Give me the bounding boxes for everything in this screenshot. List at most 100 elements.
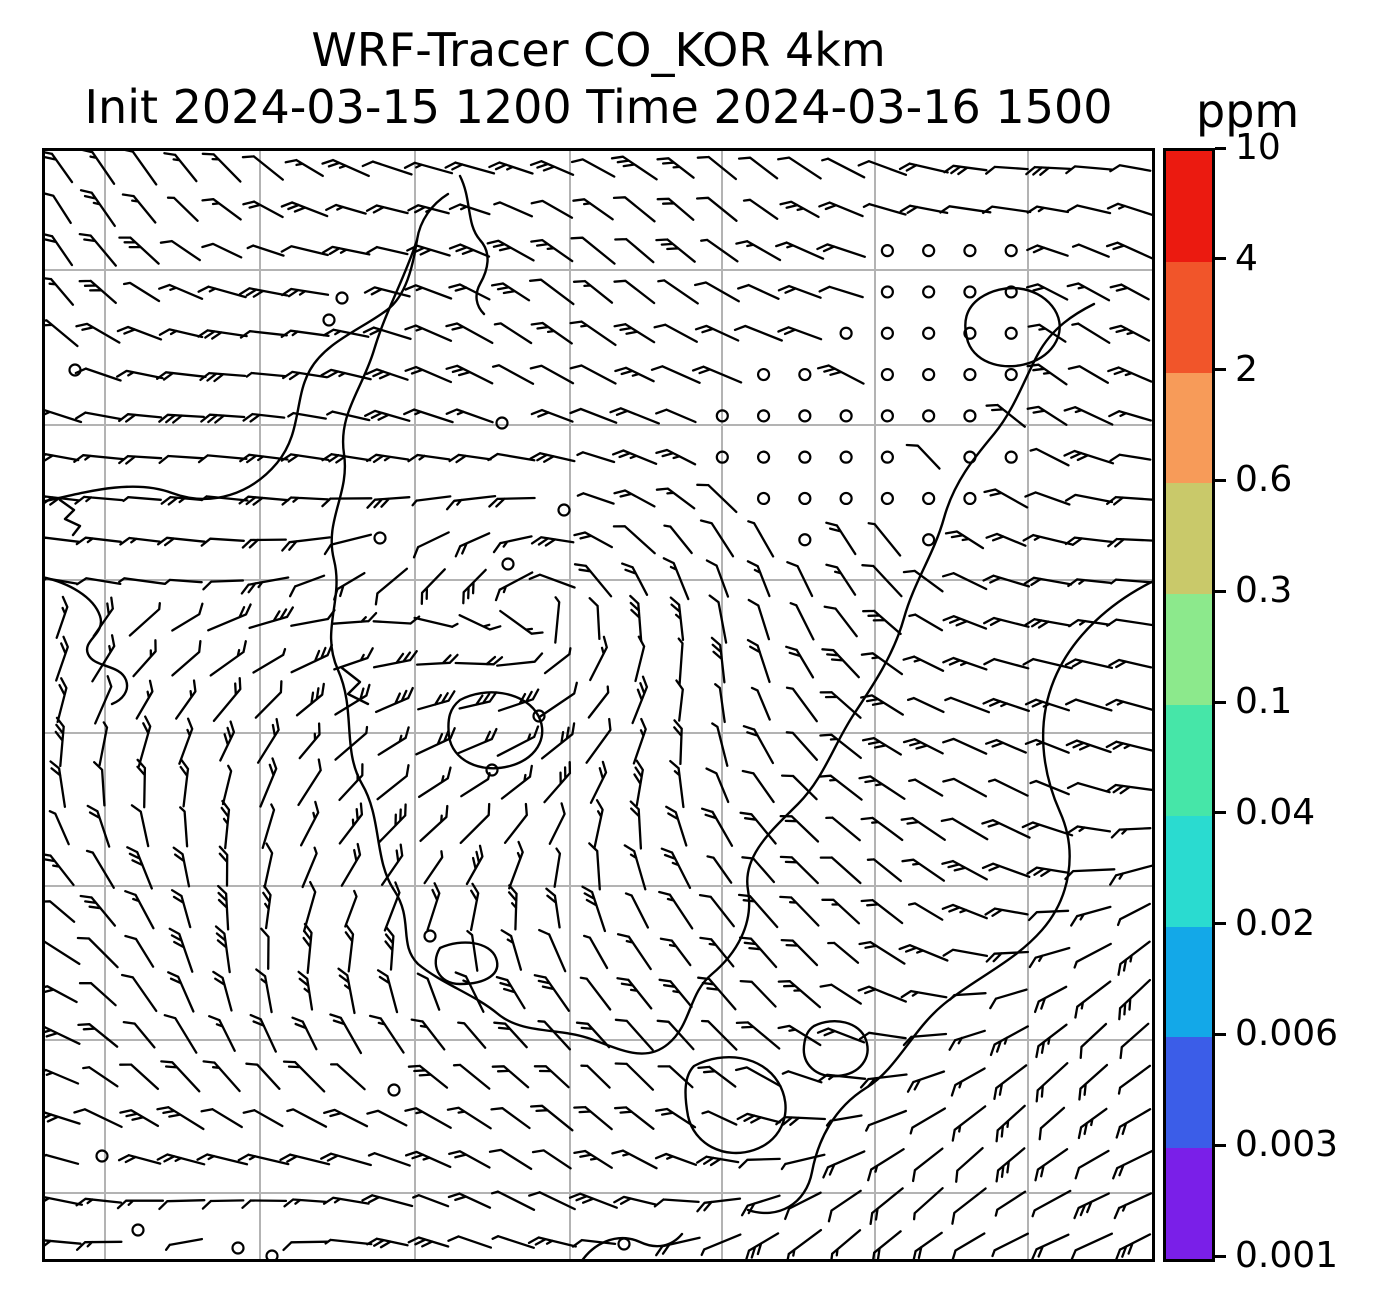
wind-barb bbox=[943, 164, 988, 176]
wind-barb bbox=[333, 571, 366, 601]
wind-barb bbox=[634, 635, 646, 683]
wind-barb bbox=[1022, 533, 1073, 546]
calm-wind-circle bbox=[839, 491, 853, 506]
wind-barb bbox=[860, 816, 904, 842]
colorbar-tick-label: 2 bbox=[1235, 348, 1258, 390]
wind-barb bbox=[459, 802, 491, 845]
wind-barb bbox=[741, 856, 776, 884]
wind-barb bbox=[42, 940, 81, 966]
wind-barb bbox=[78, 232, 117, 267]
wind-barb bbox=[1025, 165, 1072, 176]
wind-barb bbox=[124, 890, 155, 930]
wind-barb bbox=[697, 1065, 737, 1088]
wind-barb bbox=[714, 683, 726, 724]
wind-barb bbox=[280, 245, 329, 257]
wind-barb bbox=[248, 606, 294, 630]
wind-barb bbox=[280, 453, 330, 463]
wind-barb bbox=[1079, 1022, 1108, 1060]
colorbar-tick-label: 0.006 bbox=[1235, 1013, 1339, 1055]
wind-barb bbox=[220, 799, 231, 850]
wind-barb bbox=[655, 408, 697, 424]
wind-barb bbox=[493, 1021, 528, 1049]
wind-barb bbox=[291, 1016, 318, 1051]
wind-barb bbox=[1066, 204, 1112, 215]
map-svg bbox=[42, 148, 1155, 1262]
wind-barb bbox=[1070, 905, 1112, 927]
wind-barb bbox=[1024, 618, 1072, 629]
wind-barb bbox=[737, 893, 779, 929]
wind-barb bbox=[708, 594, 728, 644]
wind-barb bbox=[466, 929, 479, 972]
wind-barb bbox=[902, 738, 944, 755]
wind-barb bbox=[981, 819, 1031, 839]
calm-wind-circle bbox=[963, 367, 977, 382]
wind-barb bbox=[240, 576, 290, 595]
wind-barb bbox=[785, 731, 819, 761]
wind-barb bbox=[614, 1018, 654, 1052]
wind-barb bbox=[819, 691, 862, 719]
wind-barb bbox=[569, 364, 617, 385]
wind-barb bbox=[982, 574, 1031, 588]
wind-barb bbox=[533, 1065, 570, 1089]
wind-barb bbox=[871, 1230, 902, 1262]
wind-barb bbox=[252, 647, 287, 674]
wind-barb bbox=[120, 148, 158, 186]
wind-barb bbox=[696, 483, 738, 514]
colorbar-tick-label: 0.02 bbox=[1235, 902, 1316, 944]
wind-barb bbox=[744, 1232, 780, 1262]
wind-barb bbox=[573, 563, 613, 598]
colorbar-ticks: 10 4 2 0.6 0.3 0.1 0.04 0.02 0.006 0.003 0.001 bbox=[1215, 130, 1399, 1274]
wind-barb bbox=[73, 1108, 123, 1129]
wind-barb bbox=[827, 941, 860, 964]
wind-barb bbox=[446, 1106, 492, 1130]
wind-barb bbox=[530, 408, 574, 423]
wind-barb bbox=[1031, 1233, 1070, 1261]
wind-barb bbox=[178, 717, 194, 765]
wind-barb bbox=[119, 1063, 160, 1091]
calm-wind-circle bbox=[963, 285, 977, 299]
colorbar-tick-label: 0.001 bbox=[1235, 1235, 1339, 1276]
wind-barb bbox=[1063, 449, 1115, 465]
wind-barb bbox=[902, 1032, 948, 1047]
coastline bbox=[964, 286, 1061, 368]
calm-wind-circle bbox=[756, 409, 771, 423]
wind-barb bbox=[445, 494, 497, 511]
wind-barb bbox=[528, 1191, 576, 1211]
wind-barb bbox=[423, 850, 444, 885]
wind-barb bbox=[135, 679, 154, 720]
wind-barb bbox=[912, 1231, 943, 1262]
wind-barb bbox=[1026, 405, 1068, 426]
wind-barb bbox=[42, 495, 80, 506]
wind-barb bbox=[298, 722, 321, 760]
wind-barb bbox=[1117, 940, 1151, 976]
wind-barb bbox=[582, 934, 609, 970]
wind-barb bbox=[693, 281, 740, 303]
colorbar-tickmark bbox=[1215, 922, 1226, 926]
wind-barb bbox=[493, 201, 534, 218]
wind-barb bbox=[334, 725, 369, 761]
wind-barb bbox=[949, 992, 987, 1001]
coastline bbox=[684, 1055, 787, 1155]
wind-barb bbox=[827, 1189, 862, 1223]
wind-barb bbox=[775, 1115, 827, 1126]
wind-barb bbox=[42, 191, 72, 225]
wind-barb bbox=[750, 686, 771, 721]
wind-barb bbox=[738, 936, 778, 969]
calm-wind-circle bbox=[963, 491, 977, 506]
wind-barb bbox=[779, 855, 819, 885]
wind-barb bbox=[74, 367, 122, 382]
wind-barb bbox=[320, 1152, 372, 1167]
wind-barb bbox=[857, 985, 907, 1003]
wind-barb bbox=[573, 1149, 613, 1169]
wind-barb bbox=[407, 1236, 450, 1248]
wind-barb bbox=[262, 884, 272, 930]
wind-barb bbox=[126, 846, 153, 890]
wind-barb bbox=[42, 900, 76, 923]
wind-barb bbox=[613, 489, 656, 508]
wind-barb bbox=[42, 1239, 82, 1249]
wind-barb bbox=[589, 635, 608, 682]
wind-barb bbox=[529, 452, 576, 463]
wind-barb bbox=[993, 1064, 1028, 1101]
wind-barb bbox=[867, 522, 902, 557]
